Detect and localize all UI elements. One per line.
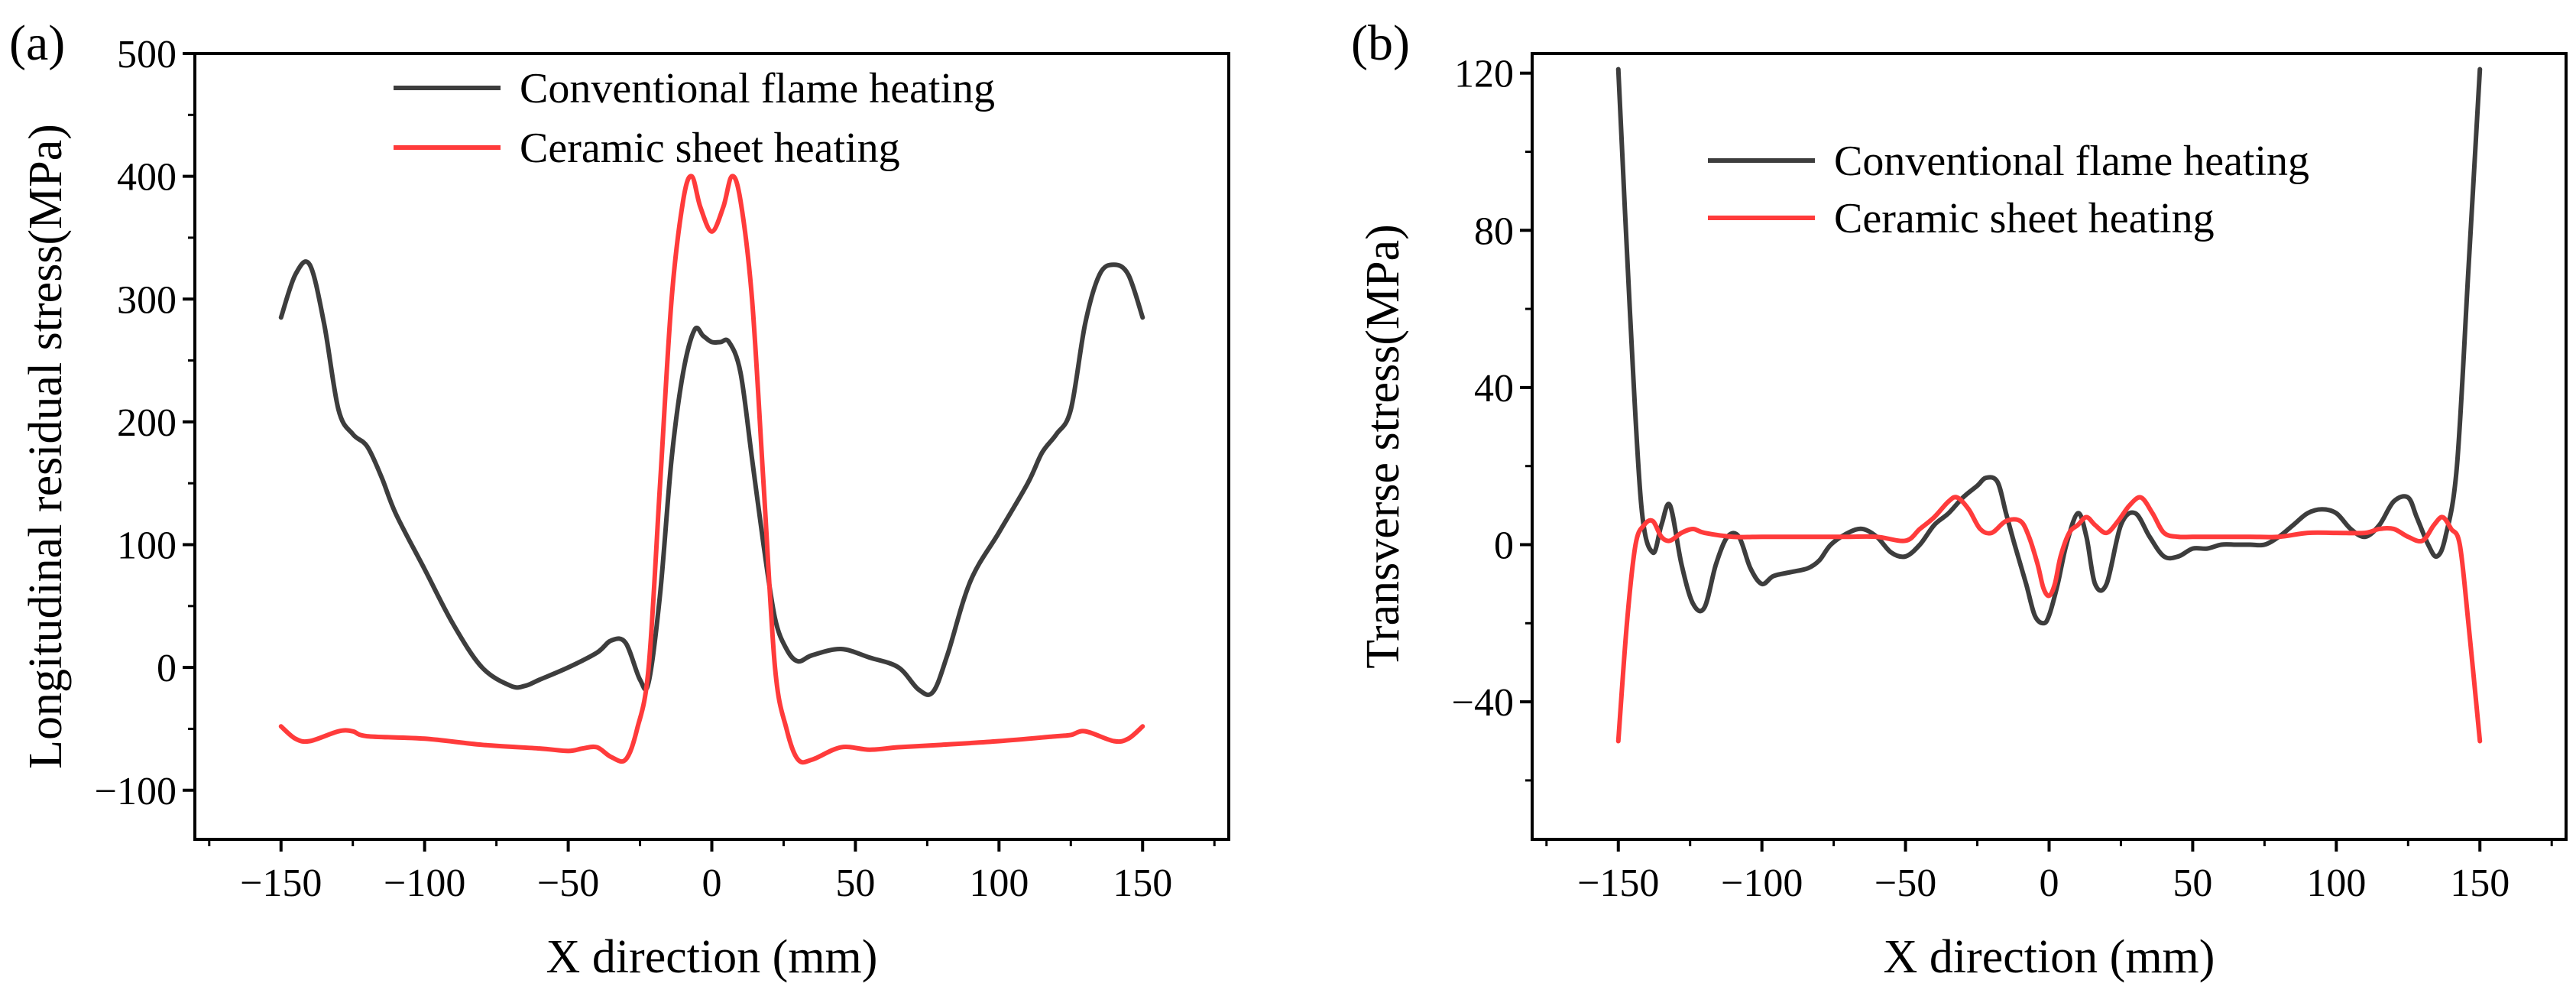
y-tick-label-a: −100 (95, 770, 177, 813)
series-line-conventional-a (278, 259, 1145, 697)
y-tick-label-a: 300 (117, 278, 177, 322)
legend-a-label-ceramic: Ceramic sheet heating (520, 125, 900, 172)
x-tick-label-b: 50 (2173, 862, 2212, 905)
y-tick-label-a: 100 (117, 524, 177, 568)
x-tick-label-a: 150 (1113, 862, 1172, 905)
legend-b-label-conventional: Conventional flame heating (1834, 138, 2309, 185)
panel-a-chart: (a) −150 −100 −50 0 50 100 150 −100 0 100 200 300 40… (9, 15, 1230, 983)
y-tick-label-b: 120 (1454, 53, 1514, 96)
x-tick-label-b: −150 (1577, 862, 1659, 905)
series-lines-a (278, 174, 1145, 765)
legend-a: Conventional flame heating Ceramic sheet… (394, 65, 995, 172)
axis-ticks-a: −150 −100 −50 0 50 100 150 −100 0 100 200 300 400 500 (95, 33, 1216, 905)
x-axis-title-a: X direction (mm) (546, 931, 878, 983)
y-tick-label-b: 0 (1494, 524, 1514, 568)
legend-b: Conventional flame heating Ceramic sheet… (1708, 138, 2309, 242)
y-axis-title-b: Transverse stress(MPa) (1357, 224, 1409, 669)
y-tick-label-b: −40 (1452, 681, 1514, 725)
y-tick-label-b: 80 (1474, 209, 1514, 253)
series-line-ceramic-b (1615, 495, 2483, 744)
x-tick-label-a: 100 (969, 862, 1029, 905)
axis-ticks-b: −150 −100 −50 0 50 100 150 −40 0 40 80 120 (1452, 53, 2553, 905)
legend-a-label-conventional: Conventional flame heating (520, 65, 995, 112)
x-tick-label-b: 150 (2450, 862, 2510, 905)
series-line-ceramic-a (278, 174, 1145, 765)
x-axis-title-b: X direction (mm) (1884, 931, 2215, 983)
x-tick-label-a: 0 (702, 862, 722, 905)
panel-b-chart: (b) −150 −100 −50 0 50 100 150 −40 0 40 80 120 X di… (1351, 15, 2568, 983)
series-lines-b (1615, 67, 2483, 744)
x-tick-label-a: −100 (384, 862, 465, 905)
y-tick-label-a: 500 (117, 33, 177, 76)
x-tick-label-b: 100 (2306, 862, 2366, 905)
panel-label-a: (a) (9, 15, 65, 71)
x-tick-label-a: 50 (835, 862, 875, 905)
x-tick-label-b: −100 (1721, 862, 1803, 905)
y-axis-title-a: Longitudinal residual stress(MPa) (20, 124, 72, 769)
x-tick-label-b: 0 (2040, 862, 2059, 905)
legend-b-label-ceramic: Ceramic sheet heating (1834, 195, 2215, 242)
x-tick-label-b: −50 (1874, 862, 1936, 905)
x-tick-label-a: −150 (240, 862, 322, 905)
y-tick-label-a: 200 (117, 401, 177, 445)
x-tick-label-a: −50 (537, 862, 599, 905)
panel-label-b: (b) (1351, 15, 1410, 71)
y-tick-label-b: 40 (1474, 367, 1514, 411)
y-tick-label-a: 0 (157, 647, 177, 690)
y-tick-label-a: 400 (117, 156, 177, 200)
